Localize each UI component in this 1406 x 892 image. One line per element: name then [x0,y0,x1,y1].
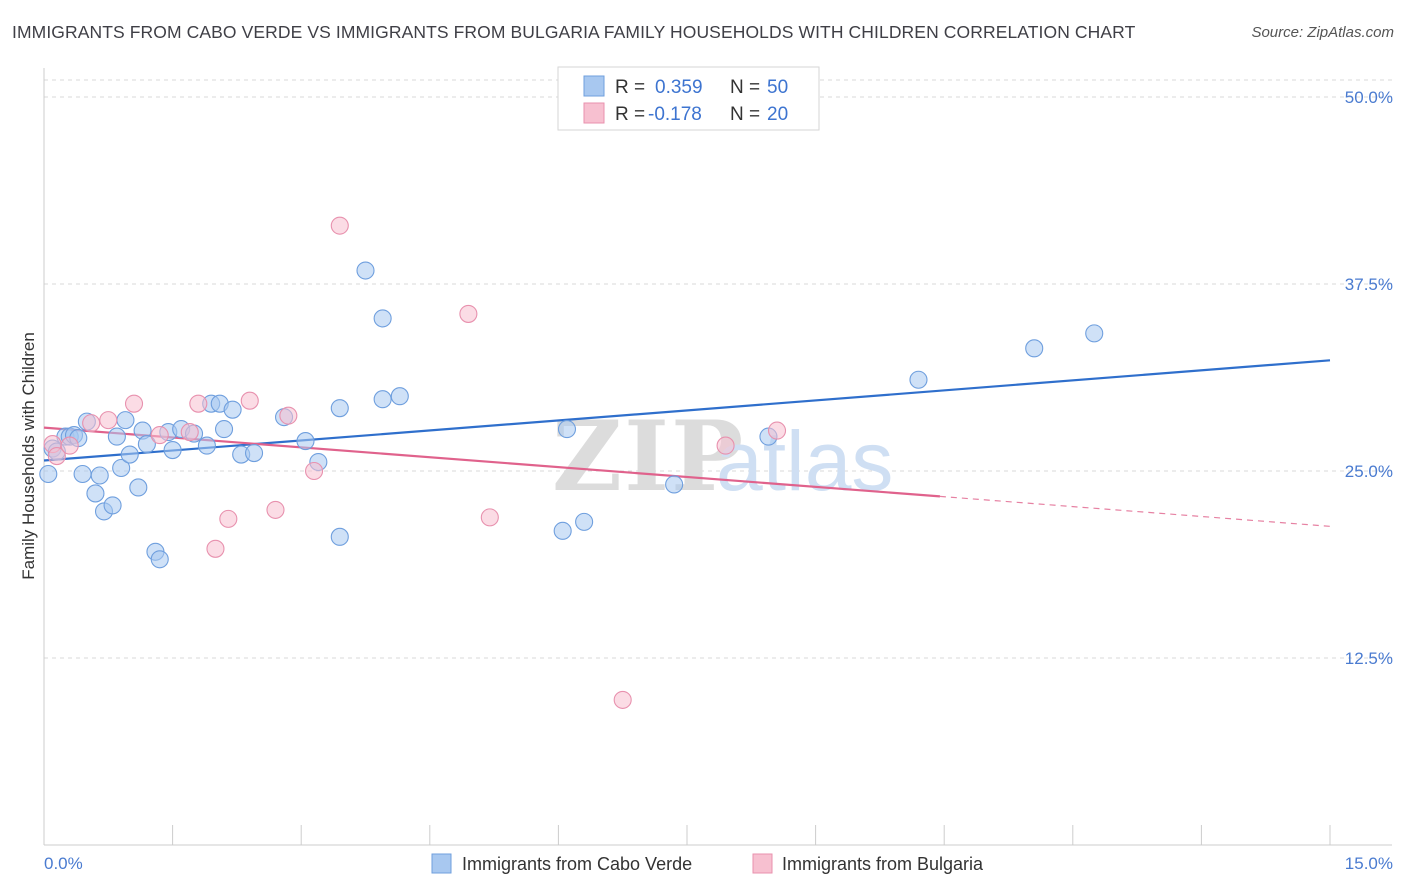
data-point-pink [99,411,118,430]
axes [43,68,1392,846]
legend-swatch-pink [583,102,605,124]
data-point-blue [163,441,182,460]
data-point-pink [279,406,298,425]
data-point-pink [480,508,499,527]
data-point-blue [73,464,92,484]
data-point-blue [214,420,234,439]
y-tick-label: 37.5% [1345,275,1393,294]
data-point-blue [1025,339,1044,358]
data-point-blue [1085,324,1104,343]
data-point-blue [129,478,148,497]
data-point-blue [296,432,315,451]
trend-line-ext-pink [939,495,1331,527]
data-point-blue [356,261,375,280]
legend-box: R = 0.359 N = 50 R = -0.178 N = 20 [557,66,820,131]
watermark-atlas: atlas [716,414,893,508]
data-point-blue [557,420,577,439]
y-tick-label: 25.0% [1345,462,1393,481]
legend-swatch-blue [583,75,605,97]
data-point-pink [767,421,787,440]
data-point-pink [82,414,101,433]
data-point-pink [150,426,169,445]
data-point-blue [244,443,264,463]
data-point-blue [575,512,594,531]
data-point-blue [90,466,109,485]
data-point-blue [137,435,156,454]
data-point-blue [373,309,392,328]
data-point-blue [223,400,242,419]
chart-title: IMMIGRANTS FROM CABO VERDE VS IMMIGRANTS… [12,22,1136,42]
data-point-blue [553,521,572,540]
data-point-pink [180,423,199,442]
legend-r-value-2: -0.178 [648,104,702,125]
bottom-legend-swatch-pink [752,853,773,874]
data-point-pink [189,394,208,413]
bottom-legend-swatch-blue [431,853,452,874]
y-tick-label: 50.0% [1345,88,1393,107]
data-point-pink [305,461,324,481]
data-point-pink [219,509,238,528]
data-point-pink [124,394,144,413]
bottom-legend: Immigrants from Cabo Verde Immigrants fr… [431,853,984,874]
y-tick-label: 12.5% [1345,649,1393,668]
data-point-blue [197,436,216,455]
data-point-blue [665,475,684,494]
y-axis-title: Family Households with Children [19,332,38,580]
data-point-pink [47,446,66,466]
data-point-blue [909,370,928,389]
bottom-legend-label-pink: Immigrants from Bulgaria [782,854,984,874]
y-tick-labels: 12.5% 25.0% 37.5% 50.0% [1345,88,1393,668]
gridlines [44,79,1392,659]
data-point-blue [330,399,349,418]
legend-n-label-2: N = [730,104,760,125]
x-tick-label-min: 0.0% [44,854,83,873]
legend-r-value-1: 0.359 [655,77,703,98]
legend-r-label-2: R = [615,104,645,125]
data-point-blue [120,445,139,464]
x-tick-label-max: 15.0% [1345,854,1393,873]
data-point-blue [86,484,105,503]
legend-n-label-1: N = [730,77,760,98]
data-point-blue [150,550,169,569]
data-point-pink [330,216,349,235]
source-credit: Source: ZipAtlas.com [1251,24,1394,41]
data-point-pink [266,500,285,519]
data-point-pink [613,690,632,709]
data-point-blue [112,458,131,478]
data-point-blue [330,527,349,546]
data-point-pink [60,436,79,455]
data-point-blue [116,411,135,430]
data-points [39,216,1104,709]
data-point-pink [716,436,735,455]
data-point-pink [206,539,225,558]
data-point-pink [240,391,259,410]
data-point-blue [390,387,409,406]
legend-r-label-1: R = [615,77,645,98]
data-point-pink [459,304,478,323]
data-point-blue [107,427,126,446]
bottom-legend-label-blue: Immigrants from Cabo Verde [462,854,692,874]
legend-n-value-2: 20 [767,104,788,125]
data-point-blue [103,496,122,515]
data-point-blue [373,390,392,409]
legend-n-value-1: 50 [767,77,788,98]
data-point-blue [39,464,58,484]
